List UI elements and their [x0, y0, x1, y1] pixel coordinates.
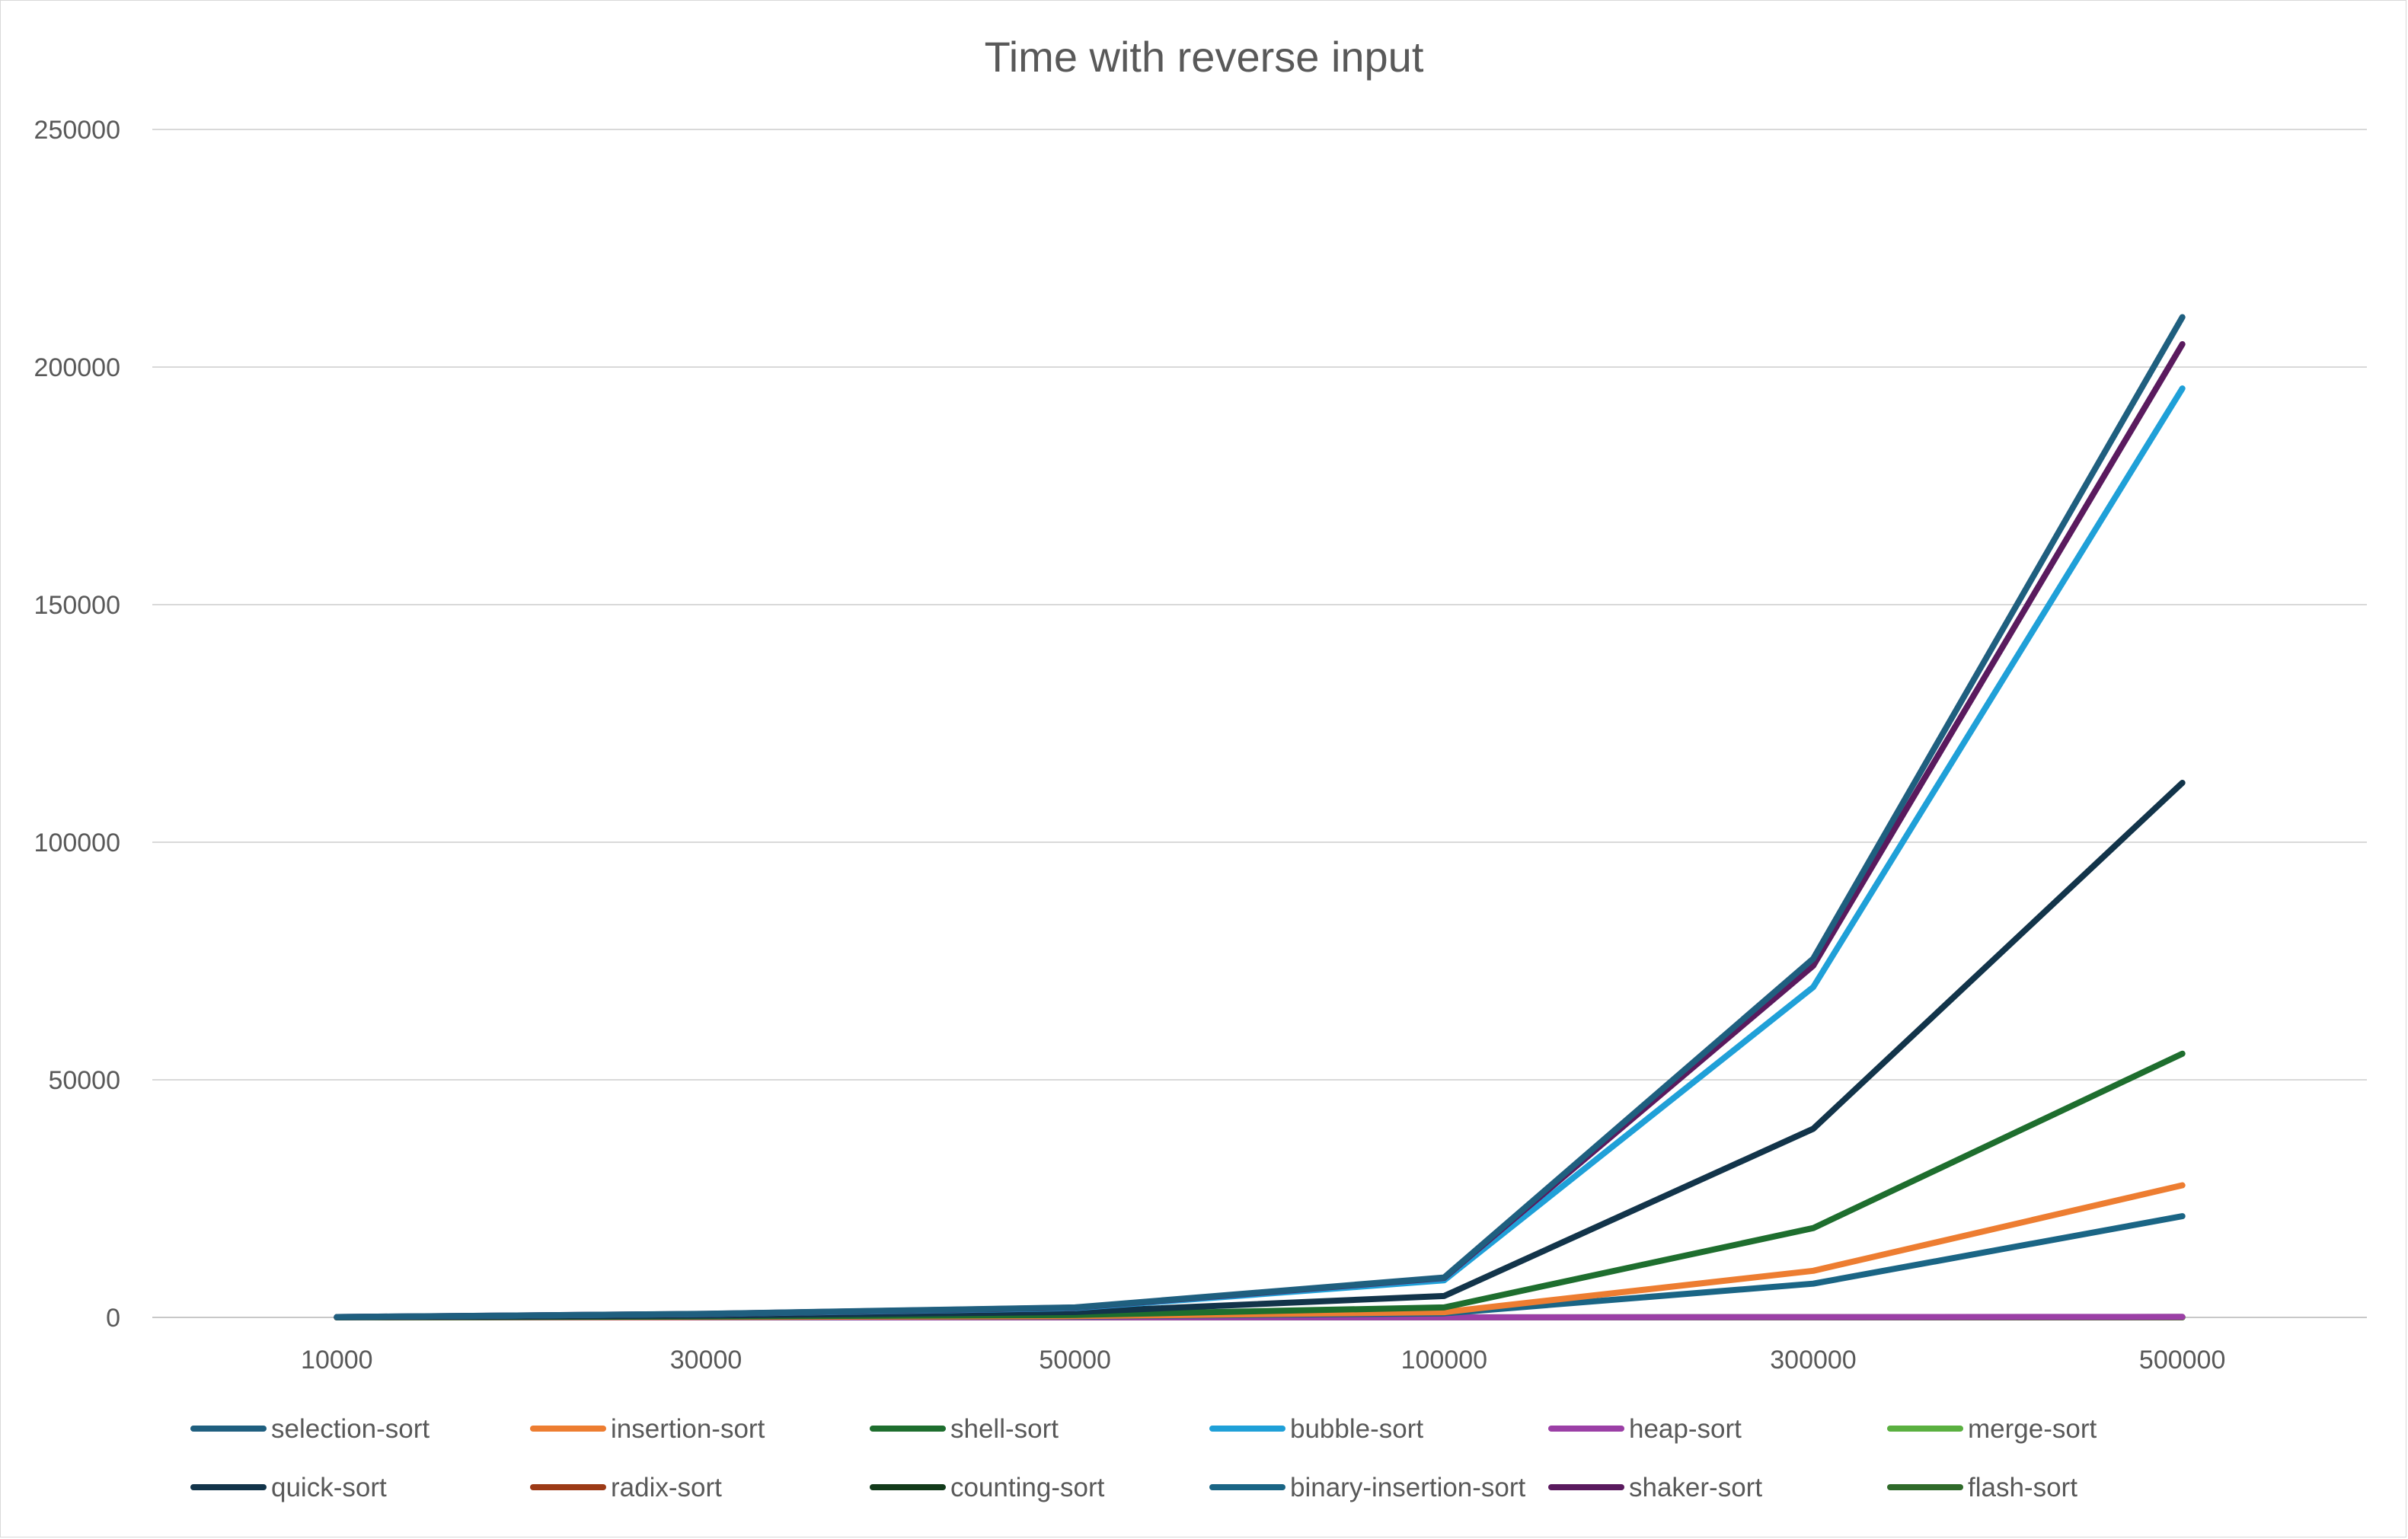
x-tick-label: 10000 — [301, 1346, 373, 1375]
legend-label-counting-sort: counting-sort — [950, 1473, 1105, 1502]
x-tick-label: 300000 — [1770, 1346, 1856, 1375]
x-tick-label: 50000 — [1039, 1346, 1111, 1375]
legend-label-radix-sort: radix-sort — [611, 1473, 722, 1502]
y-tick-label: 50000 — [48, 1066, 120, 1095]
series-lines — [334, 314, 2186, 1320]
legend-label-quick-sort: quick-sort — [271, 1473, 387, 1502]
y-tick-label: 250000 — [34, 116, 120, 145]
series-line-quick-sort — [334, 780, 2186, 1320]
x-tick-label: 30000 — [670, 1346, 743, 1375]
x-tick-label: 500000 — [2139, 1346, 2225, 1375]
chart-title: Time with reverse input — [985, 33, 1424, 81]
y-tick-label: 100000 — [34, 829, 120, 857]
legend-label-shaker-sort: shaker-sort — [1629, 1473, 1762, 1502]
y-tick-label: 0 — [106, 1304, 120, 1333]
series-line-shaker-sort — [334, 341, 2186, 1320]
legend-label-merge-sort: merge-sort — [1968, 1414, 2097, 1444]
x-tick-label: 100000 — [1401, 1346, 1487, 1375]
legend-label-insertion-sort: insertion-sort — [611, 1414, 765, 1444]
legend-label-bubble-sort: bubble-sort — [1290, 1414, 1423, 1444]
legend-label-flash-sort: flash-sort — [1968, 1473, 2077, 1502]
legend-label-selection-sort: selection-sort — [271, 1414, 430, 1444]
gridlines — [152, 129, 2367, 1318]
series-line-selection-sort — [334, 314, 2186, 1320]
legend-label-shell-sort: shell-sort — [950, 1414, 1059, 1444]
series-line-shell-sort — [334, 1050, 2186, 1320]
legend-label-binary-insertion-sort: binary-insertion-sort — [1290, 1473, 1526, 1502]
legend: selection-sort insertion-sort shell-sort bu… — [190, 1414, 2097, 1502]
y-tick-label: 150000 — [34, 591, 120, 620]
y-axis: 0 50000 100000 150000 200000 250000 — [34, 116, 120, 1333]
x-axis: 10000 30000 50000 100000 300000 500000 — [301, 1346, 2225, 1375]
series-line-bubble-sort — [334, 385, 2186, 1320]
y-tick-label: 200000 — [34, 353, 120, 382]
legend-label-heap-sort: heap-sort — [1629, 1414, 1742, 1444]
series-line-insertion-sort — [334, 1182, 2186, 1320]
